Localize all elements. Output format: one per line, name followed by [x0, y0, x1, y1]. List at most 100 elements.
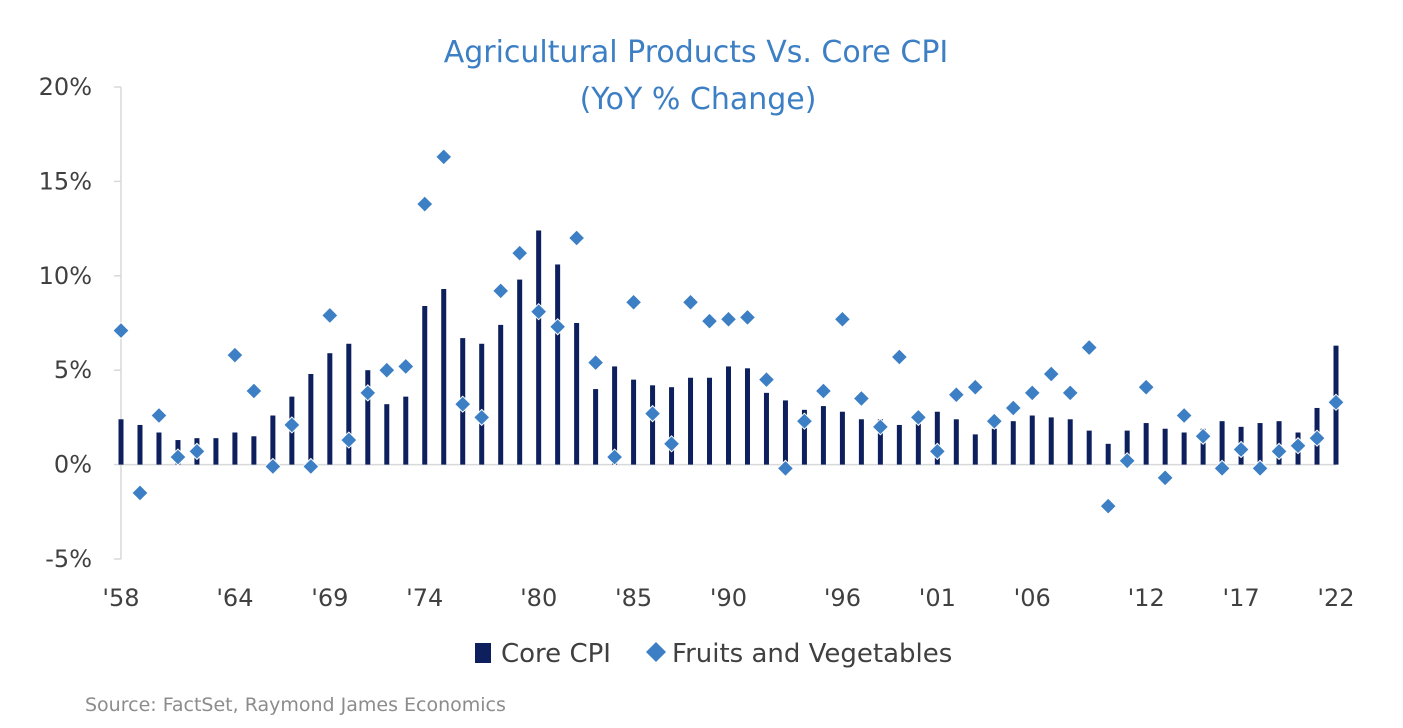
core-cpi-bar: [1162, 428, 1168, 465]
core-cpi-bar: [839, 411, 845, 465]
legend-fruits-vegetables-label: Fruits and Vegetables: [672, 639, 952, 669]
fruits-vegetables-point: [624, 293, 643, 311]
core-cpi-bars: [118, 230, 1339, 465]
y-tick-label: 0%: [54, 451, 92, 479]
core-cpi-bar: [498, 324, 504, 465]
core-cpi-bar: [517, 279, 523, 465]
fruits-vegetables-point: [510, 244, 529, 262]
fruits-vegetables-point: [814, 382, 833, 400]
fruits-vegetables-points: [112, 148, 1345, 515]
fruits-vegetables-point: [188, 442, 206, 461]
core-cpi-bar: [877, 419, 883, 465]
fruits-vegetables-point: [169, 448, 187, 466]
fruits-vegetables-point: [1118, 452, 1136, 470]
core-cpi-bar: [441, 289, 447, 465]
core-cpi-bar: [972, 434, 978, 465]
core-cpi-bar: [1143, 423, 1149, 465]
fruits-vegetables-point: [1156, 469, 1174, 487]
core-cpi-bar: [1181, 432, 1187, 465]
core-cpi-bar: [631, 379, 637, 465]
fruits-vegetables-point: [643, 404, 662, 423]
chart-source-note: Source: FactSet, Raymond James Economics: [85, 694, 506, 716]
core-cpi-bar: [953, 419, 959, 465]
fruits-vegetables-point: [833, 310, 852, 328]
fruits-vegetables-point: [245, 382, 263, 400]
chart-title-line2: (YoY % Change): [580, 82, 817, 117]
fruits-vegetables-point: [719, 310, 738, 328]
fruits-vegetables-point: [1251, 459, 1269, 478]
fruits-vegetables-point: [1023, 384, 1041, 402]
core-cpi-bar: [915, 417, 921, 465]
x-tick-label: '17: [1223, 584, 1260, 612]
core-cpi-bar: [801, 409, 807, 465]
core-cpi-bar: [688, 377, 694, 465]
core-cpi-bar: [934, 411, 940, 465]
fruits-vegetables-point: [435, 148, 453, 166]
fruits-vegetables-point: [890, 348, 909, 366]
fruits-vegetables-point: [1213, 459, 1231, 478]
core-cpi-bar: [403, 396, 409, 465]
x-tick-label: '96: [824, 584, 861, 612]
core-cpi-bar: [1200, 428, 1206, 465]
y-tick-label: 15%: [39, 167, 92, 195]
core-cpi-bar: [384, 404, 390, 465]
fruits-vegetables-point: [681, 293, 700, 311]
fruits-vegetables-point: [112, 321, 130, 340]
fruits-vegetables-point: [1137, 378, 1155, 396]
legend-core-cpi-label: Core CPI: [501, 639, 611, 669]
core-cpi-bar: [726, 366, 731, 465]
fruits-vegetables-point: [909, 408, 928, 427]
fruits-vegetables-point: [283, 416, 301, 434]
y-tick-label: 10%: [39, 262, 92, 290]
fruits-vegetables-point: [340, 431, 358, 449]
x-tick-label: '80: [520, 584, 557, 612]
y-tick-label: 20%: [39, 73, 92, 101]
core-cpi-bar: [327, 353, 333, 465]
fruits-vegetables-point: [1175, 406, 1193, 425]
core-cpi-bar: [346, 343, 352, 465]
x-tick-label: '06: [1014, 584, 1051, 612]
core-cpi-bar: [707, 377, 713, 465]
core-cpi-bar: [479, 343, 485, 465]
core-cpi-bar: [1029, 415, 1035, 465]
fruits-vegetables-point: [947, 386, 966, 404]
y-tick-label: 5%: [54, 356, 92, 384]
fruits-vegetables-point: [852, 389, 871, 408]
core-cpi-bar: [1124, 430, 1130, 465]
core-cpi-bar: [213, 438, 219, 465]
core-cpi-bar: [858, 419, 864, 465]
core-cpi-bar: [308, 373, 314, 465]
fruits-vegetables-point: [1061, 384, 1079, 402]
core-cpi-bar: [574, 323, 580, 465]
fruits-vegetables-point: [321, 306, 339, 325]
fruits-vegetables-point: [1270, 442, 1288, 461]
x-tick-label: '58: [102, 584, 139, 612]
fruits-vegetables-point: [1308, 429, 1326, 447]
fruits-vegetables-point: [359, 384, 377, 402]
core-cpi-bar: [251, 436, 257, 465]
fruits-vegetables-point: [738, 308, 757, 327]
chart-title-line1: Agricultural Products Vs. Core CPI: [444, 35, 949, 70]
fruits-vegetables-point: [1194, 427, 1212, 445]
core-cpi-bar: [763, 392, 769, 465]
fruits-vegetables-point: [928, 442, 947, 461]
fruits-vegetables-point: [567, 229, 586, 247]
x-tick-label: '22: [1317, 584, 1354, 612]
fruits-vegetables-point: [966, 378, 985, 396]
fruits-vegetables-point: [416, 195, 434, 213]
fruits-vegetables-point: [1042, 365, 1060, 383]
fruits-vegetables-point: [662, 435, 681, 453]
core-cpi-bar: [365, 370, 371, 465]
fruits-vegetables-point: [131, 484, 149, 502]
y-axis: 20% 15% 10% 5% 0% -5%: [39, 73, 122, 573]
x-tick-label: '12: [1128, 584, 1165, 612]
core-cpi-bar: [896, 424, 902, 465]
core-cpi-bar: [422, 306, 428, 465]
y-tick-label: -5%: [45, 545, 92, 573]
fruits-vegetables-point: [472, 408, 491, 427]
fruits-vegetables-point: [226, 346, 244, 364]
core-cpi-bar: [1257, 423, 1263, 465]
fruits-vegetables-point: [378, 361, 396, 379]
